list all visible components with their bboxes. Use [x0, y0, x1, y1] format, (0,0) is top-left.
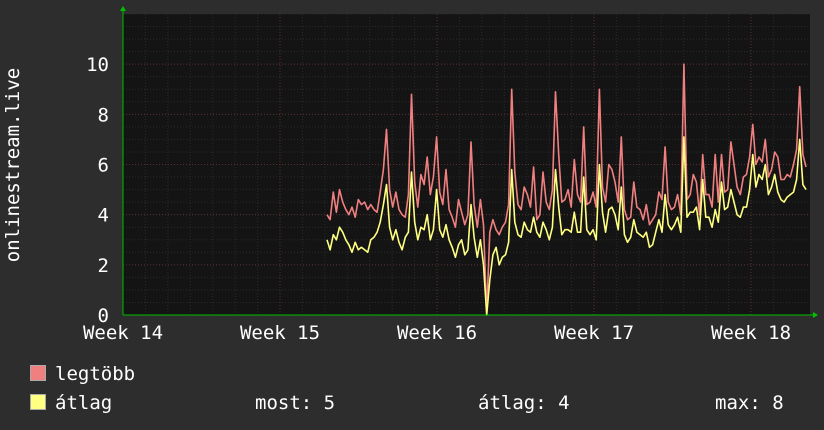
atlag-swatch: [30, 394, 46, 410]
y-axis-arrow: [120, 6, 126, 11]
stat-atlag: átlag: 4: [478, 392, 570, 414]
y-tick-label: 4: [98, 205, 109, 227]
stat-max: max: 8: [715, 392, 784, 414]
x-tick-label: Week 14: [83, 322, 163, 344]
legend-item-legtobb: legtöbb: [30, 364, 135, 384]
legtobb-swatch: [30, 365, 46, 381]
y-tick-label: 0: [98, 305, 109, 327]
x-axis-arrow: [813, 312, 818, 318]
legend-label-atlag: átlag: [55, 392, 113, 414]
y-tick-label: 10: [86, 54, 109, 76]
x-tick-label: Week 17: [554, 322, 634, 344]
y-tick-label: 6: [98, 155, 109, 177]
x-tick-label: Week 15: [240, 322, 320, 344]
x-tick-label: Week 16: [397, 322, 477, 344]
y-axis-label: onlinestream.live: [2, 68, 24, 262]
legend-label-legtobb: legtöbb: [55, 363, 136, 385]
x-tick-label: Week 18: [711, 322, 791, 344]
series-line-legtobb: [326, 63, 807, 314]
y-tick-label: 8: [98, 104, 109, 126]
stat-most: most: 5: [255, 392, 336, 414]
plot-background: [123, 14, 810, 315]
series-line-atlag: [326, 136, 807, 316]
legend-item-atlag: átlag: [30, 393, 112, 413]
y-tick-label: 2: [98, 255, 109, 277]
